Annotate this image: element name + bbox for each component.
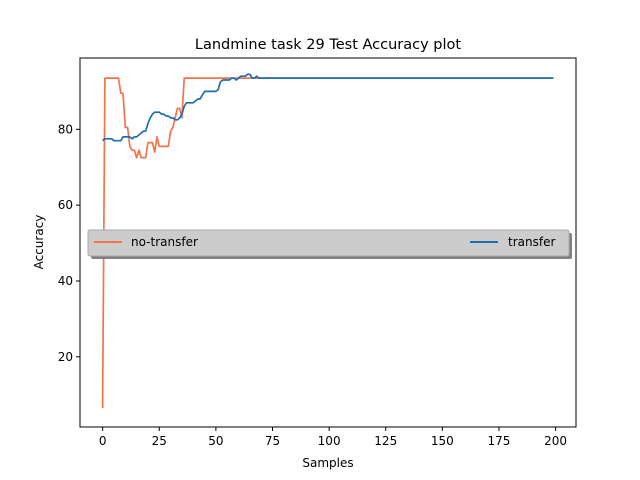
y-tick-label: 80 — [58, 122, 73, 136]
x-tick-label: 50 — [208, 434, 223, 448]
y-tick-label: 40 — [58, 274, 73, 288]
series-line-no-transfer — [101, 77, 554, 409]
x-tick-label: 150 — [431, 434, 454, 448]
tick-layer: 0 25 50 75 100 125 150 175 200 20 40 60 80 — [58, 122, 567, 448]
legend-label-transfer: transfer — [508, 235, 555, 249]
y-axis-label: Accuracy — [32, 215, 46, 270]
x-axis-label: Samples — [302, 456, 353, 470]
x-tick-label: 0 — [99, 434, 107, 448]
legend-label-no-transfer: no-transfer — [131, 235, 198, 249]
x-tick-label: 25 — [152, 434, 167, 448]
x-tick-label: 175 — [488, 434, 511, 448]
x-tick-label: 200 — [544, 434, 567, 448]
legend-box — [87, 229, 570, 257]
series-layer — [101, 73, 554, 409]
x-tick-label: 100 — [318, 434, 341, 448]
x-tick-label: 125 — [374, 434, 397, 448]
x-tick-label: 75 — [265, 434, 280, 448]
plot-frame — [79, 57, 577, 428]
chart-title: Landmine task 29 Test Accuracy plot — [195, 37, 461, 53]
series-line-transfer — [102, 73, 554, 142]
y-tick-label: 60 — [58, 198, 73, 212]
legend: no-transfer transfer — [87, 229, 572, 259]
y-tick-label: 20 — [58, 350, 73, 364]
